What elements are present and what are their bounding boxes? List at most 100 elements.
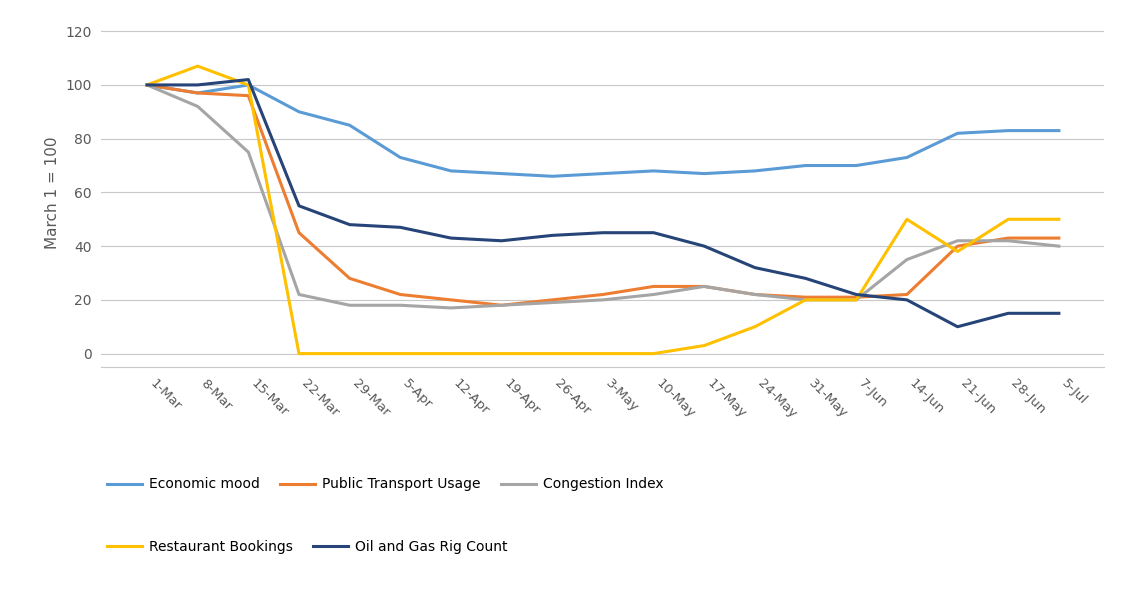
Congestion Index	[951, 237, 965, 244]
Oil and Gas Rig Count	[140, 81, 153, 88]
Oil and Gas Rig Count	[1053, 310, 1066, 317]
Restaurant Bookings	[241, 81, 255, 88]
Public Transport Usage	[292, 229, 305, 236]
Oil and Gas Rig Count	[444, 234, 458, 242]
Line: Economic mood: Economic mood	[147, 85, 1059, 176]
Economic mood	[495, 170, 508, 177]
Restaurant Bookings	[140, 81, 153, 88]
Public Transport Usage	[596, 291, 610, 298]
Economic mood	[393, 154, 407, 161]
Public Transport Usage	[190, 89, 204, 96]
Congestion Index	[495, 302, 508, 309]
Oil and Gas Rig Count	[850, 291, 863, 298]
Oil and Gas Rig Count	[748, 264, 762, 271]
Public Transport Usage	[393, 291, 407, 298]
Public Transport Usage	[951, 243, 965, 250]
Restaurant Bookings	[951, 248, 965, 255]
Oil and Gas Rig Count	[799, 275, 813, 282]
Restaurant Bookings	[850, 297, 863, 304]
Public Transport Usage	[647, 283, 660, 290]
Congestion Index	[343, 302, 356, 309]
Congestion Index	[748, 291, 762, 298]
Congestion Index	[1002, 237, 1015, 244]
Congestion Index	[647, 291, 660, 298]
Congestion Index	[1053, 243, 1066, 250]
Congestion Index	[596, 297, 610, 304]
Legend: Restaurant Bookings, Oil and Gas Rig Count: Restaurant Bookings, Oil and Gas Rig Cou…	[101, 535, 513, 560]
Public Transport Usage	[343, 275, 356, 282]
Economic mood	[343, 122, 356, 129]
Line: Restaurant Bookings: Restaurant Bookings	[147, 66, 1059, 353]
Congestion Index	[799, 297, 813, 304]
Public Transport Usage	[1002, 234, 1015, 242]
Line: Public Transport Usage: Public Transport Usage	[147, 85, 1059, 305]
Oil and Gas Rig Count	[545, 232, 559, 239]
Public Transport Usage	[495, 302, 508, 309]
Congestion Index	[545, 299, 559, 306]
Economic mood	[241, 81, 255, 88]
Economic mood	[545, 173, 559, 180]
Oil and Gas Rig Count	[393, 224, 407, 231]
Restaurant Bookings	[799, 297, 813, 304]
Economic mood	[951, 130, 965, 137]
Oil and Gas Rig Count	[241, 76, 255, 83]
Restaurant Bookings	[343, 350, 356, 357]
Economic mood	[850, 162, 863, 169]
Public Transport Usage	[1053, 234, 1066, 242]
Restaurant Bookings	[190, 63, 204, 70]
Oil and Gas Rig Count	[596, 229, 610, 236]
Public Transport Usage	[900, 291, 914, 298]
Economic mood	[647, 168, 660, 175]
Economic mood	[748, 168, 762, 175]
Oil and Gas Rig Count	[190, 81, 204, 88]
Economic mood	[1002, 127, 1015, 134]
Economic mood	[1053, 127, 1066, 134]
Congestion Index	[444, 304, 458, 311]
Economic mood	[698, 170, 711, 177]
Public Transport Usage	[799, 294, 813, 301]
Y-axis label: March 1 = 100: March 1 = 100	[45, 136, 60, 249]
Oil and Gas Rig Count	[1002, 310, 1015, 317]
Congestion Index	[292, 291, 305, 298]
Economic mood	[596, 170, 610, 177]
Restaurant Bookings	[292, 350, 305, 357]
Public Transport Usage	[241, 92, 255, 99]
Public Transport Usage	[444, 297, 458, 304]
Oil and Gas Rig Count	[698, 243, 711, 250]
Economic mood	[140, 81, 153, 88]
Congestion Index	[140, 81, 153, 88]
Restaurant Bookings	[393, 350, 407, 357]
Economic mood	[190, 89, 204, 96]
Congestion Index	[393, 302, 407, 309]
Oil and Gas Rig Count	[951, 323, 965, 330]
Public Transport Usage	[850, 294, 863, 301]
Congestion Index	[241, 149, 255, 156]
Public Transport Usage	[140, 81, 153, 88]
Economic mood	[444, 168, 458, 175]
Oil and Gas Rig Count	[495, 237, 508, 244]
Restaurant Bookings	[647, 350, 660, 357]
Line: Congestion Index: Congestion Index	[147, 85, 1059, 308]
Restaurant Bookings	[596, 350, 610, 357]
Restaurant Bookings	[748, 323, 762, 330]
Restaurant Bookings	[1002, 215, 1015, 223]
Line: Oil and Gas Rig Count: Oil and Gas Rig Count	[147, 79, 1059, 327]
Congestion Index	[850, 297, 863, 304]
Public Transport Usage	[698, 283, 711, 290]
Congestion Index	[190, 103, 204, 110]
Restaurant Bookings	[545, 350, 559, 357]
Congestion Index	[900, 256, 914, 263]
Economic mood	[292, 108, 305, 115]
Restaurant Bookings	[444, 350, 458, 357]
Oil and Gas Rig Count	[292, 202, 305, 210]
Restaurant Bookings	[900, 215, 914, 223]
Congestion Index	[698, 283, 711, 290]
Restaurant Bookings	[1053, 215, 1066, 223]
Oil and Gas Rig Count	[900, 297, 914, 304]
Oil and Gas Rig Count	[647, 229, 660, 236]
Public Transport Usage	[545, 297, 559, 304]
Restaurant Bookings	[495, 350, 508, 357]
Economic mood	[900, 154, 914, 161]
Economic mood	[799, 162, 813, 169]
Oil and Gas Rig Count	[343, 221, 356, 228]
